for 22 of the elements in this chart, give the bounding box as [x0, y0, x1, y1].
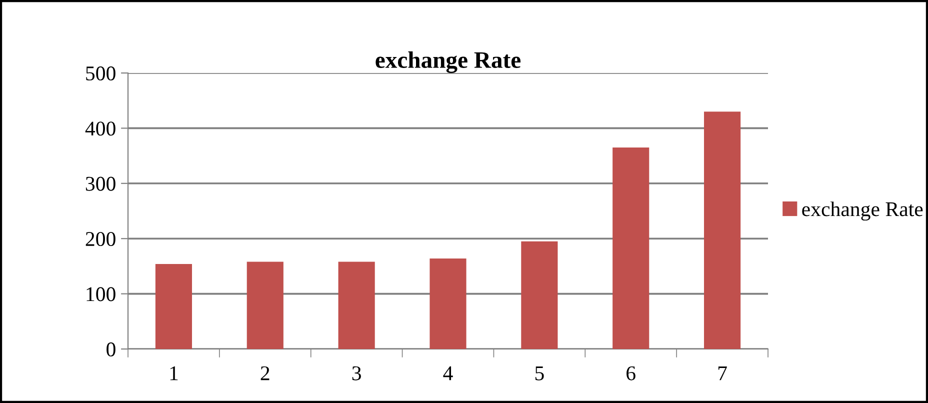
- x-tick-label: 3: [352, 366, 361, 380]
- bar: [704, 112, 741, 349]
- bar: [612, 148, 650, 349]
- y-tick-label: 300: [86, 176, 116, 191]
- x-tick-label: 4: [443, 366, 453, 380]
- bar: [430, 258, 466, 349]
- y-tick-label: 500: [86, 66, 116, 80]
- bar: [521, 241, 558, 349]
- y-tick-label: 100: [86, 287, 116, 302]
- y-tick-label: 200: [86, 232, 116, 246]
- bar: [338, 262, 375, 349]
- x-tick-label: 1: [170, 366, 178, 380]
- chart-title: exchange Rate: [376, 51, 520, 73]
- y-tick-label: 0: [106, 342, 116, 356]
- bar: [155, 264, 192, 349]
- y-tick-label: 400: [85, 122, 116, 136]
- x-tick-label: 2: [260, 366, 270, 380]
- legend-label: exchange Rate: [802, 202, 923, 221]
- bar: [246, 262, 284, 349]
- x-tick-label: 7: [718, 366, 727, 380]
- x-tick-label: 6: [626, 366, 636, 380]
- x-tick-label: 5: [535, 366, 544, 380]
